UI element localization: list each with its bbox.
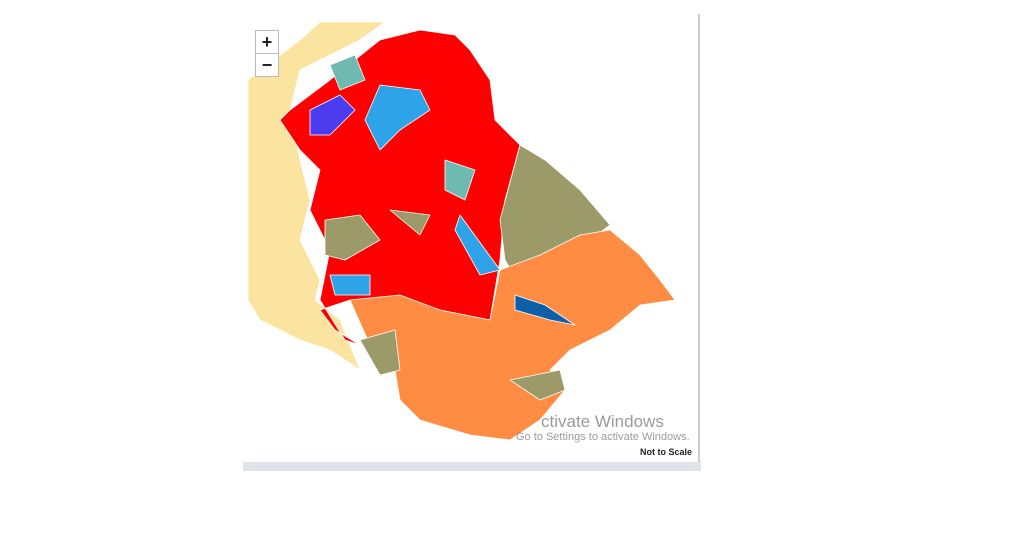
regions <box>247 21 676 441</box>
region <box>509 369 566 401</box>
region <box>454 214 501 276</box>
region <box>349 229 676 441</box>
region <box>309 94 356 136</box>
watermark-title: ctivate Windows <box>541 412 664 431</box>
region <box>324 214 381 261</box>
watermark-subtitle: Go to Settings to activate Windows. <box>516 431 690 443</box>
panel-footer <box>243 462 701 471</box>
scale-note: Not to Scale <box>640 447 693 457</box>
region <box>247 21 386 371</box>
region <box>444 159 476 201</box>
region <box>359 329 401 376</box>
region <box>329 54 366 91</box>
zoom-in-button[interactable]: + <box>255 30 279 54</box>
zoom-out-button[interactable]: − <box>255 53 279 77</box>
region <box>514 294 576 326</box>
region <box>389 209 431 236</box>
region <box>364 84 431 151</box>
region <box>329 274 371 296</box>
